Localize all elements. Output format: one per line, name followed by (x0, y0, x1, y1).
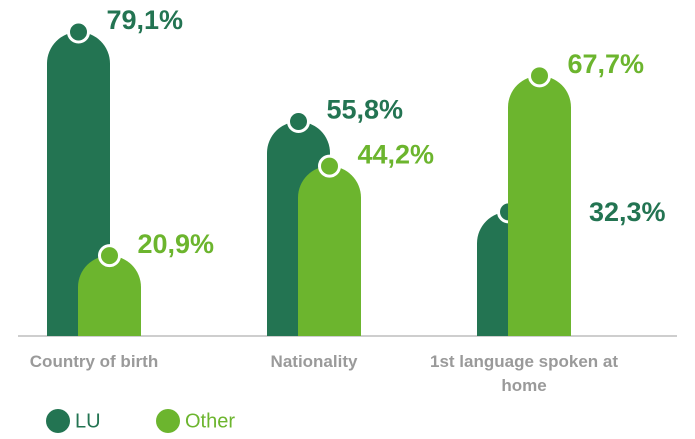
data-label: 44,2% (358, 139, 435, 169)
data-label: 55,8% (327, 95, 404, 125)
bar (298, 166, 361, 336)
bar-marker (528, 64, 551, 88)
data-label: 32,3% (589, 197, 666, 227)
bar (78, 255, 141, 336)
data-label: 67,7% (568, 49, 645, 79)
bar-marker (318, 154, 341, 178)
bar-marker (287, 110, 310, 134)
legend-swatch (46, 409, 70, 433)
bar-marker (98, 244, 121, 268)
bar (508, 75, 571, 337)
legend-label: Other (185, 410, 235, 432)
x-tick-label: Country of birth (29, 352, 159, 371)
legend-label: LU (75, 410, 101, 432)
x-tick-label: 1st language spoken at home (430, 352, 618, 395)
data-label: 79,1% (107, 5, 184, 35)
legend-swatch (156, 409, 180, 433)
x-tick-label: Nationality (270, 352, 358, 371)
data-label: 20,9% (138, 229, 215, 259)
bar-marker (67, 20, 90, 44)
